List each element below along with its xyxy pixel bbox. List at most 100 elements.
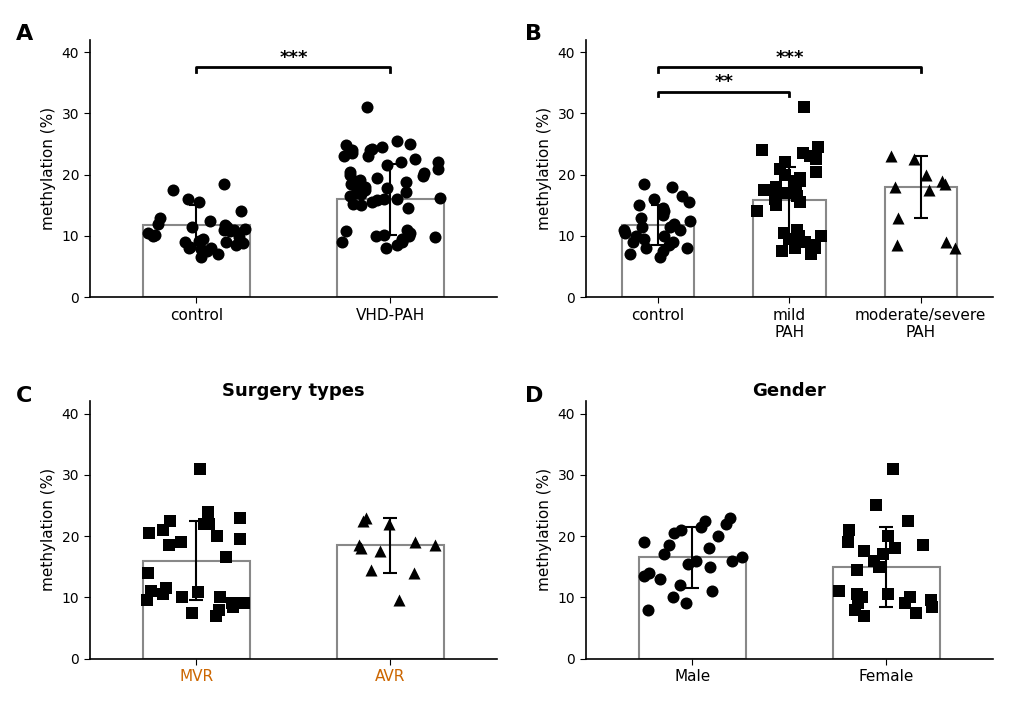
Point (635, 537, 651, 548)
Point (406, 537, 422, 548)
Point (700, 542, 716, 554)
Point (199, 245, 215, 257)
Point (216, 219, 232, 230)
Point (628, 230, 644, 242)
Point (337, 225, 354, 237)
Point (405, 567, 421, 579)
Point (203, 242, 219, 254)
Point (791, 230, 807, 242)
Point (359, 101, 375, 113)
Point (709, 530, 726, 542)
Point (191, 196, 207, 208)
Point (766, 194, 783, 205)
Point (781, 233, 797, 245)
Point (158, 583, 174, 594)
Point (343, 147, 360, 159)
Point (632, 212, 648, 223)
Point (225, 601, 242, 612)
Point (180, 242, 197, 254)
Point (664, 591, 681, 603)
Point (794, 236, 810, 247)
Point (201, 518, 217, 530)
Point (399, 203, 416, 214)
Point (338, 140, 355, 151)
Point (665, 218, 682, 230)
Point (155, 588, 171, 600)
Point (224, 598, 240, 609)
Point (200, 506, 216, 517)
Point (654, 203, 671, 214)
Point (672, 579, 688, 591)
Point (162, 515, 178, 526)
Point (932, 175, 949, 186)
Point (919, 184, 935, 196)
Point (388, 135, 405, 147)
Point (786, 182, 802, 193)
Point (655, 230, 672, 242)
Point (693, 521, 709, 532)
Point (406, 154, 422, 165)
Point (179, 194, 196, 205)
Point (152, 212, 168, 223)
Point (236, 598, 253, 609)
Point (140, 567, 156, 579)
Point (147, 229, 163, 240)
Point (164, 184, 180, 196)
Point (889, 212, 905, 223)
Point (721, 512, 738, 523)
Point (795, 147, 811, 159)
Point (192, 463, 208, 474)
Point (373, 141, 389, 152)
Point (369, 172, 385, 184)
Point (183, 607, 200, 618)
Text: A: A (16, 24, 34, 45)
Bar (336, 199, 443, 297)
Point (357, 184, 373, 196)
Point (615, 224, 632, 235)
Bar (622, 225, 693, 297)
Point (343, 145, 360, 156)
Point (368, 195, 384, 206)
Y-axis label: methylation (%): methylation (%) (41, 107, 56, 230)
Text: C: C (16, 386, 33, 406)
Point (636, 570, 652, 581)
Point (748, 206, 764, 217)
Point (154, 524, 170, 535)
Point (791, 175, 807, 186)
Point (879, 530, 896, 542)
Point (901, 591, 917, 603)
Point (946, 242, 962, 254)
Point (801, 150, 817, 162)
Point (335, 150, 352, 162)
Point (634, 221, 650, 233)
Point (195, 233, 211, 245)
Point (795, 101, 811, 113)
Point (231, 533, 248, 545)
Point (381, 518, 397, 530)
Text: ***: *** (279, 49, 308, 67)
Point (341, 191, 358, 202)
Bar (752, 201, 824, 297)
Point (218, 552, 234, 563)
Point (672, 524, 688, 535)
Point (846, 604, 862, 615)
Point (662, 182, 679, 193)
Point (360, 150, 376, 162)
Point (344, 199, 361, 210)
Point (839, 537, 855, 548)
Point (841, 524, 857, 535)
Point (776, 157, 793, 168)
Point (661, 221, 678, 233)
Point (664, 236, 681, 247)
Title: Gender: Gender (752, 381, 825, 400)
Point (397, 177, 414, 188)
Point (753, 145, 769, 156)
Point (879, 588, 896, 600)
Point (363, 196, 379, 208)
Point (767, 200, 784, 211)
Point (389, 194, 406, 205)
Point (654, 245, 671, 257)
Point (853, 591, 869, 603)
Point (855, 546, 871, 557)
Bar (883, 187, 956, 297)
